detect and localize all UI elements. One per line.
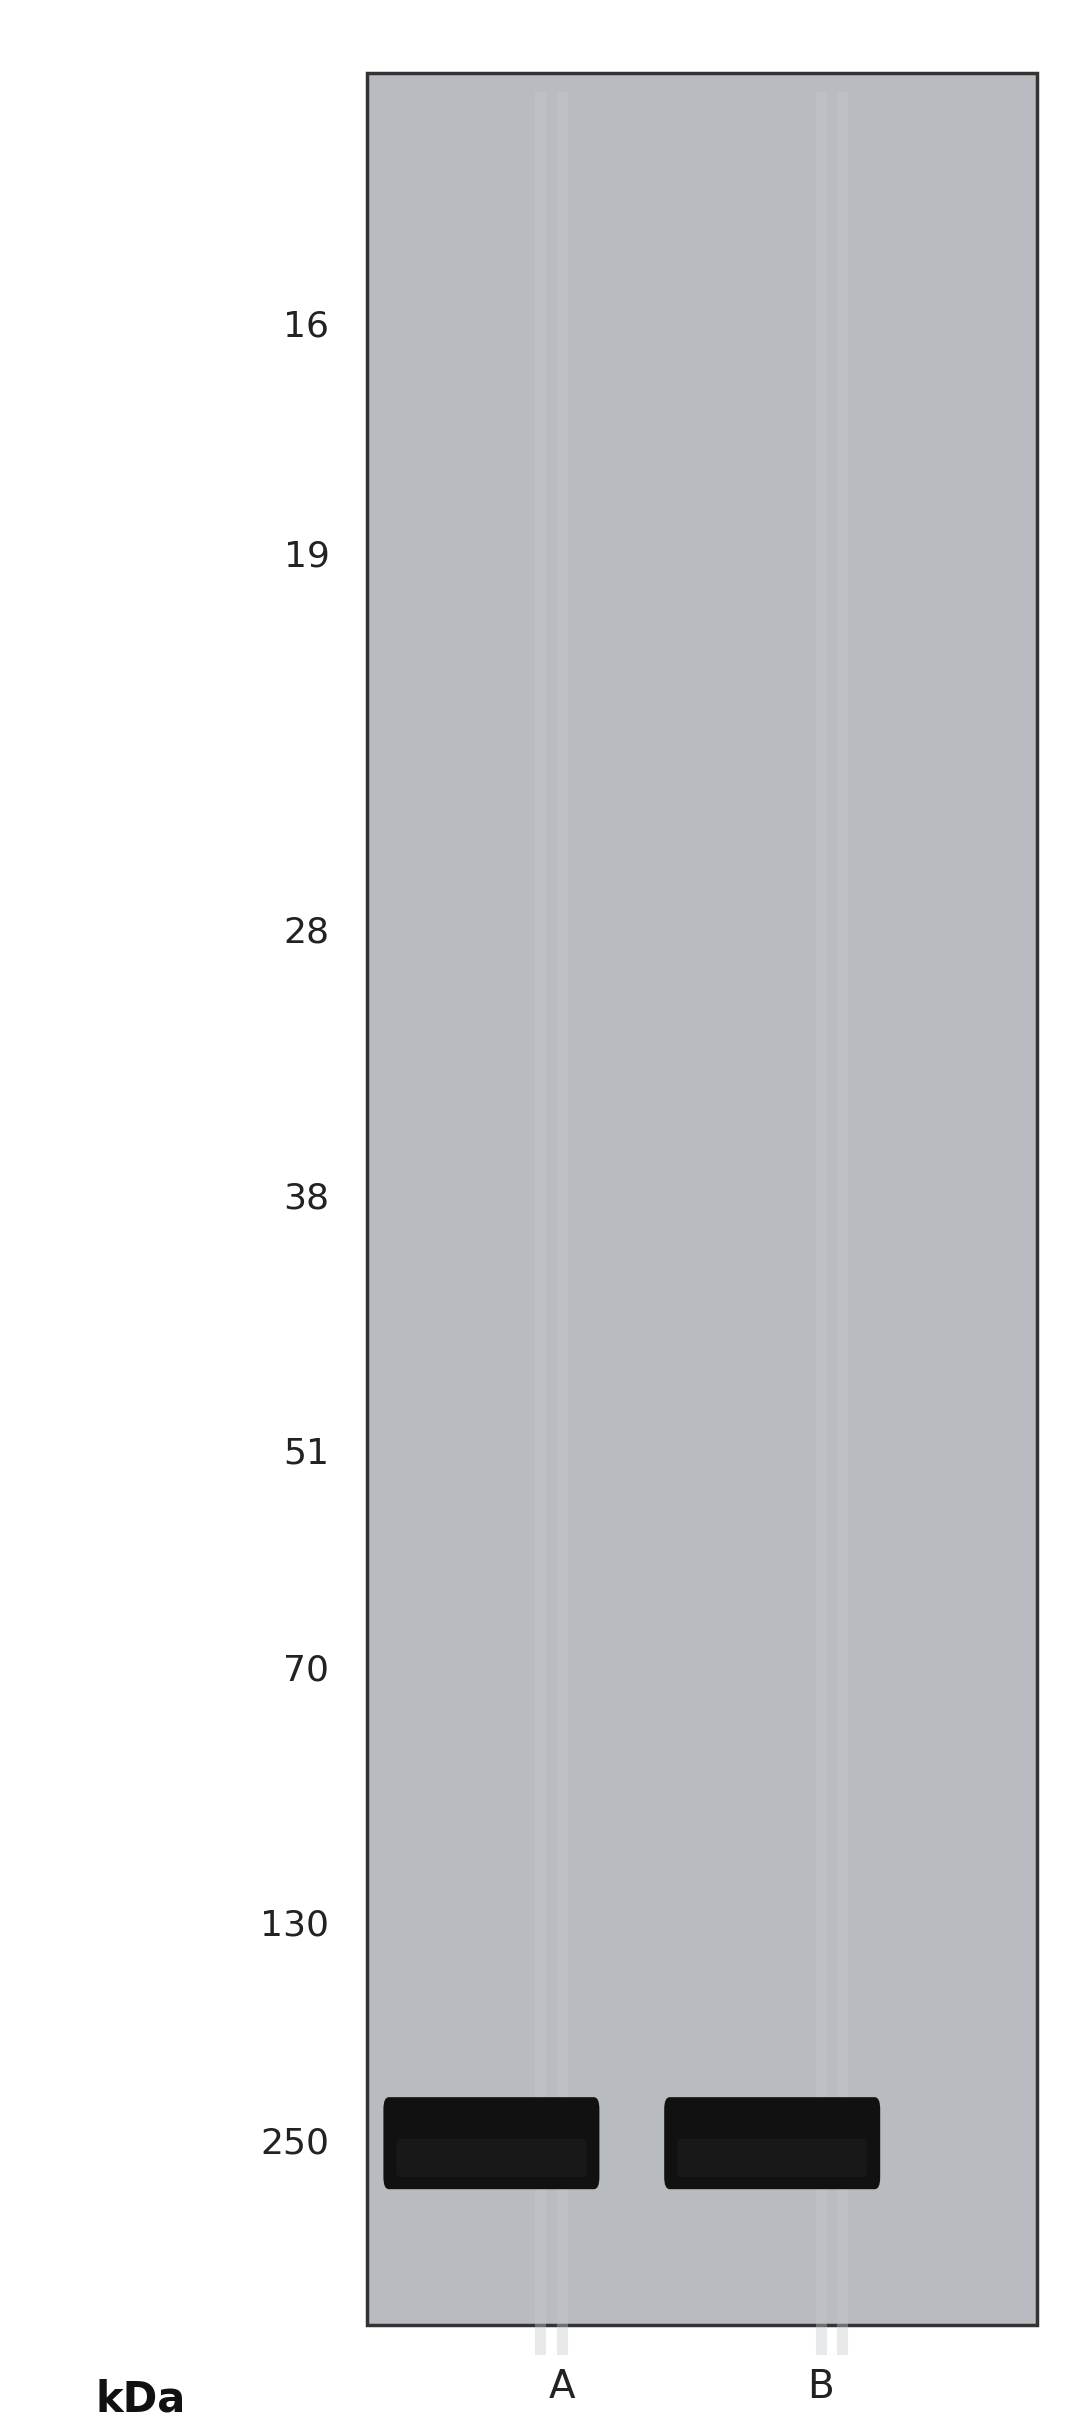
Text: 38: 38 (283, 1181, 329, 1215)
Text: 16: 16 (283, 311, 329, 345)
FancyBboxPatch shape (383, 2097, 599, 2189)
Text: 250: 250 (260, 2126, 329, 2160)
FancyBboxPatch shape (367, 73, 1037, 2326)
FancyBboxPatch shape (396, 2138, 586, 2177)
FancyBboxPatch shape (664, 2097, 880, 2189)
Text: 28: 28 (283, 916, 329, 950)
Text: A: A (549, 2369, 575, 2406)
FancyBboxPatch shape (677, 2138, 867, 2177)
Text: 51: 51 (283, 1436, 329, 1470)
Text: B: B (808, 2369, 834, 2406)
Text: 19: 19 (284, 539, 329, 573)
Text: 70: 70 (283, 1655, 329, 1689)
Text: 130: 130 (260, 1908, 329, 1942)
Text: kDa: kDa (95, 2379, 186, 2420)
